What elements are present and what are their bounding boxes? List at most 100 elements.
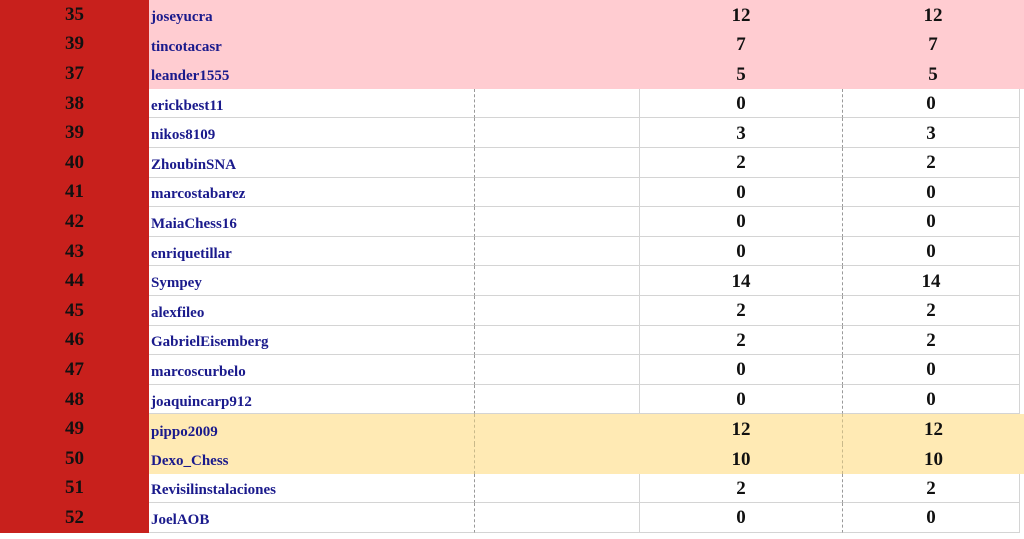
player-name-cell[interactable]: MaiaChess16 <box>149 207 474 237</box>
player-name-cell[interactable]: alexfileo <box>149 296 474 326</box>
player-name-cell[interactable]: tincotacasr <box>149 29 474 60</box>
total-cell[interactable]: 0 <box>842 207 1020 237</box>
score-cell[interactable]: 12 <box>640 414 842 444</box>
empty-cell[interactable] <box>474 236 640 267</box>
empty-cell[interactable] <box>474 88 640 119</box>
total-cell[interactable]: 0 <box>842 503 1020 533</box>
total-cell[interactable]: 3 <box>842 118 1020 148</box>
rank-cell[interactable]: 52 <box>0 503 149 533</box>
player-name-cell[interactable]: Dexo_Chess <box>149 444 474 474</box>
empty-cell[interactable] <box>474 414 640 444</box>
total-cell[interactable]: 2 <box>842 325 1020 356</box>
total-cell[interactable]: 12 <box>842 414 1024 444</box>
rank-cell[interactable]: 47 <box>0 355 149 385</box>
player-name-cell[interactable]: joseyucra <box>149 0 474 30</box>
rank-cell[interactable]: 40 <box>0 148 149 178</box>
player-name-cell[interactable]: Revisilinstalaciones <box>149 474 474 504</box>
score-cell[interactable]: 12 <box>640 0 842 30</box>
rank-cell[interactable]: 48 <box>0 384 149 415</box>
player-name-cell[interactable]: ZhoubinSNA <box>149 148 474 178</box>
table-row: 38 erickbest11 0 0 <box>0 88 1024 119</box>
score-cell[interactable]: 0 <box>640 385 842 415</box>
total-cell[interactable]: 0 <box>842 355 1020 385</box>
rank-cell[interactable]: 44 <box>0 266 149 296</box>
score-cell[interactable]: 2 <box>640 296 842 326</box>
player-name-cell[interactable]: erickbest11 <box>149 89 474 119</box>
total-cell[interactable]: 5 <box>842 59 1024 89</box>
rank-cell[interactable]: 46 <box>0 325 149 356</box>
empty-cell[interactable] <box>474 148 640 178</box>
empty-cell[interactable] <box>474 59 640 89</box>
table-row: 35 joseyucra 12 12 <box>0 0 1024 30</box>
total-cell[interactable]: 2 <box>842 296 1020 326</box>
rank-cell[interactable]: 50 <box>0 444 149 474</box>
player-name-cell[interactable]: GabrielEisemberg <box>149 326 474 356</box>
player-name-cell[interactable]: pippo2009 <box>149 414 474 444</box>
rank-cell[interactable]: 39 <box>0 118 149 148</box>
rank-cell[interactable]: 49 <box>0 414 149 444</box>
total-cell[interactable]: 10 <box>842 444 1024 474</box>
score-cell[interactable]: 7 <box>640 29 842 60</box>
table-row: 51 Revisilinstalaciones 2 2 <box>0 473 1024 504</box>
score-cell[interactable]: 14 <box>640 266 842 296</box>
rank-cell[interactable]: 45 <box>0 296 149 326</box>
total-cell[interactable]: 0 <box>842 384 1020 415</box>
score-cell[interactable]: 2 <box>640 326 842 356</box>
player-name-cell[interactable]: marcoscurbelo <box>149 355 474 385</box>
table-row: 39 nikos8109 3 3 <box>0 118 1024 148</box>
rank-cell[interactable]: 38 <box>0 88 149 119</box>
rank-cell[interactable]: 51 <box>0 473 149 504</box>
rank-cell[interactable]: 41 <box>0 177 149 208</box>
table-row: 37 leander1555 5 5 <box>0 59 1024 89</box>
empty-cell[interactable] <box>474 29 640 60</box>
player-name-cell[interactable]: nikos8109 <box>149 118 474 148</box>
score-cell[interactable]: 0 <box>640 89 842 119</box>
total-cell[interactable]: 0 <box>842 236 1020 267</box>
table-row: 42 MaiaChess16 0 0 <box>0 207 1024 237</box>
score-cell[interactable]: 0 <box>640 207 842 237</box>
total-cell[interactable]: 2 <box>842 473 1020 504</box>
table-row: 41 marcostabarez 0 0 <box>0 177 1024 208</box>
total-cell[interactable]: 0 <box>842 177 1020 208</box>
score-cell[interactable]: 0 <box>640 355 842 385</box>
total-cell[interactable]: 12 <box>842 0 1024 30</box>
score-cell[interactable]: 10 <box>640 444 842 474</box>
rank-cell[interactable]: 43 <box>0 236 149 267</box>
score-cell[interactable]: 2 <box>640 474 842 504</box>
rank-cell[interactable]: 42 <box>0 207 149 237</box>
total-cell[interactable]: 2 <box>842 148 1020 178</box>
empty-cell[interactable] <box>474 266 640 296</box>
player-name-cell[interactable]: leander1555 <box>149 59 474 89</box>
player-name-cell[interactable]: Sympey <box>149 266 474 296</box>
empty-cell[interactable] <box>474 118 640 148</box>
score-cell[interactable]: 0 <box>640 178 842 208</box>
rank-cell[interactable]: 37 <box>0 59 149 89</box>
total-cell[interactable]: 7 <box>842 29 1024 60</box>
player-name-cell[interactable]: JoelAOB <box>149 503 474 533</box>
total-cell[interactable]: 14 <box>842 266 1020 296</box>
empty-cell[interactable] <box>474 207 640 237</box>
table-row: 52 JoelAOB 0 0 <box>0 503 1024 533</box>
empty-cell[interactable] <box>474 0 640 30</box>
empty-cell[interactable] <box>474 355 640 385</box>
empty-cell[interactable] <box>474 177 640 208</box>
player-name-cell[interactable]: enriquetillar <box>149 237 474 267</box>
empty-cell[interactable] <box>474 384 640 415</box>
score-cell[interactable]: 0 <box>640 237 842 267</box>
empty-cell[interactable] <box>474 473 640 504</box>
rank-cell[interactable]: 39 <box>0 29 149 60</box>
score-cell[interactable]: 2 <box>640 148 842 178</box>
empty-cell[interactable] <box>474 325 640 356</box>
total-cell[interactable]: 0 <box>842 88 1020 119</box>
table-row: 43 enriquetillar 0 0 <box>0 236 1024 267</box>
player-name-cell[interactable]: joaquincarp912 <box>149 385 474 415</box>
score-cell[interactable]: 0 <box>640 503 842 533</box>
empty-cell[interactable] <box>474 296 640 326</box>
player-name-cell[interactable]: marcostabarez <box>149 178 474 208</box>
empty-cell[interactable] <box>474 503 640 533</box>
rank-cell[interactable]: 35 <box>0 0 149 30</box>
empty-cell[interactable] <box>474 444 640 474</box>
score-cell[interactable]: 3 <box>640 118 842 148</box>
score-cell[interactable]: 5 <box>640 59 842 89</box>
table-row: 50 Dexo_Chess 10 10 <box>0 444 1024 474</box>
